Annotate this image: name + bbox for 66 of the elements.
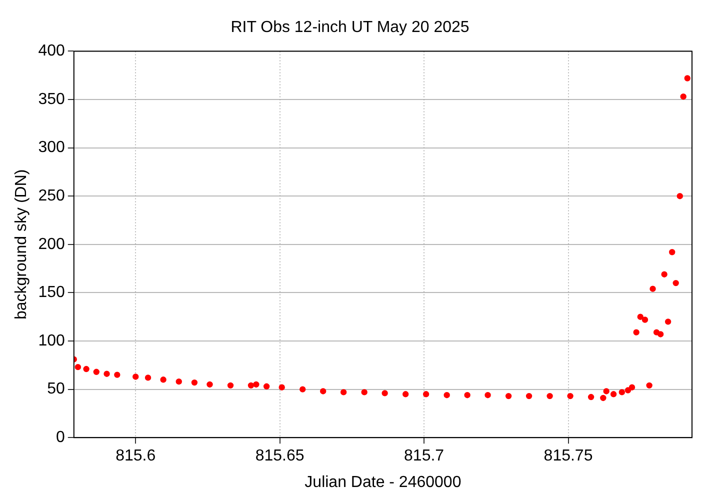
point xyxy=(618,389,626,396)
point xyxy=(672,280,679,286)
point xyxy=(227,382,234,389)
x-tick-label: 815.65 xyxy=(255,448,304,465)
point xyxy=(361,389,368,396)
point xyxy=(402,391,409,398)
point xyxy=(610,391,617,398)
point xyxy=(567,392,574,400)
point xyxy=(83,366,90,372)
point xyxy=(176,378,182,385)
point xyxy=(661,271,668,278)
point xyxy=(588,394,594,400)
point xyxy=(300,386,306,392)
point xyxy=(382,390,388,396)
point xyxy=(144,374,152,381)
chart-title: RIT Obs 12-inch UT May 20 2025 xyxy=(230,19,470,36)
point xyxy=(642,316,648,323)
point xyxy=(684,75,690,82)
point xyxy=(676,193,683,200)
y-axis-title: background sky (DN) xyxy=(13,169,30,320)
x-tick-label: 815.6 xyxy=(116,448,156,465)
point xyxy=(464,392,470,398)
y-tick-label: 350 xyxy=(38,90,65,108)
point xyxy=(546,392,553,400)
point xyxy=(132,374,139,380)
point xyxy=(628,384,636,390)
point xyxy=(603,388,610,394)
point xyxy=(206,381,213,388)
y-tick-label: 50 xyxy=(47,380,65,398)
point xyxy=(104,370,110,377)
y-tick-label: 300 xyxy=(38,139,65,156)
point xyxy=(526,392,532,400)
point xyxy=(320,388,326,394)
point xyxy=(248,382,254,389)
point xyxy=(669,249,676,256)
x-tick-label: 815.75 xyxy=(544,448,593,465)
point xyxy=(93,368,100,376)
point xyxy=(680,94,686,100)
point xyxy=(646,382,652,389)
point xyxy=(637,314,644,320)
point xyxy=(650,286,656,292)
y-tick-label: 0 xyxy=(56,429,65,446)
point xyxy=(633,329,640,336)
point xyxy=(74,364,82,370)
point xyxy=(160,376,166,383)
point xyxy=(657,331,664,338)
point xyxy=(600,394,606,402)
point xyxy=(253,381,260,388)
point xyxy=(278,384,285,390)
point xyxy=(624,387,632,394)
y-tick-label: 200 xyxy=(38,236,65,253)
point xyxy=(422,391,430,398)
point xyxy=(340,389,347,396)
y-tick-label: 250 xyxy=(38,188,65,205)
point xyxy=(263,383,270,390)
y-tick-label: 150 xyxy=(38,284,65,302)
x-tick-label: 815.7 xyxy=(404,448,444,465)
point xyxy=(444,392,450,398)
y-tick-label: 400 xyxy=(38,42,65,60)
point xyxy=(664,318,672,325)
x-axis-title: Julian Date - 2460000 xyxy=(304,474,462,491)
y-tick-label: 100 xyxy=(38,332,65,350)
point xyxy=(191,379,198,386)
point xyxy=(505,392,512,400)
point xyxy=(114,372,120,378)
point xyxy=(484,392,491,398)
